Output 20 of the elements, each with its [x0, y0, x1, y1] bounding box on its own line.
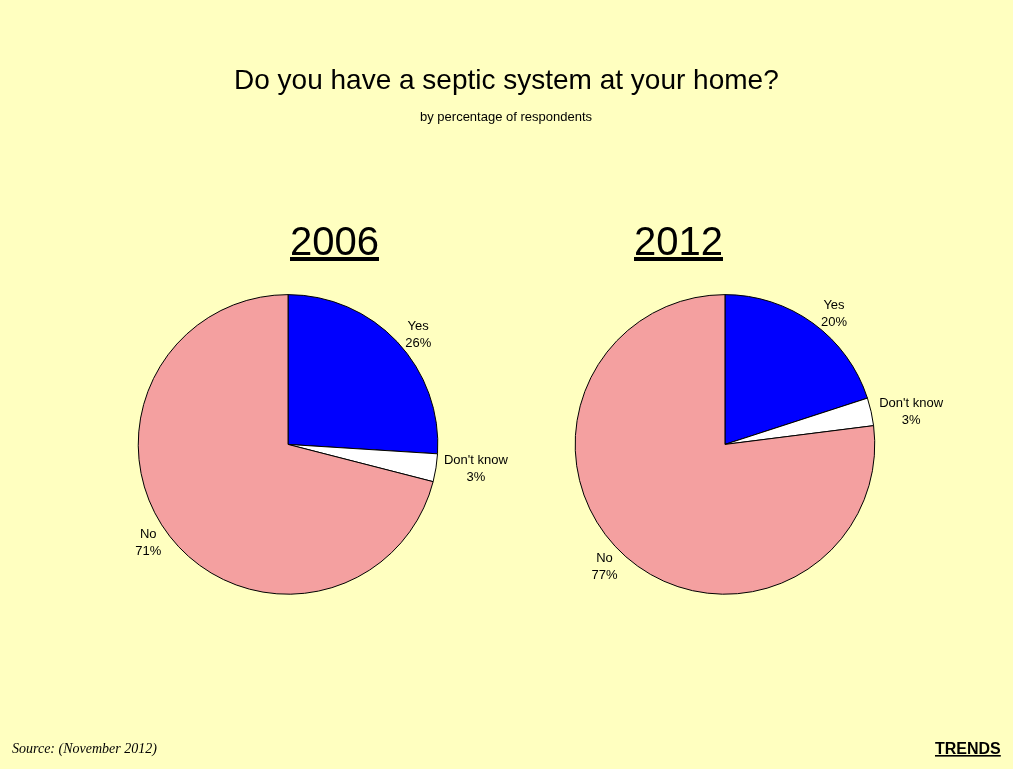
data-label: 26%	[405, 335, 432, 351]
data-label: 77%	[591, 566, 618, 582]
text: Do you have a septic system at your home?	[234, 64, 779, 95]
source-note: Source: (November 2012)	[12, 741, 158, 757]
data-label: 20%	[820, 313, 848, 329]
pie-slice	[574, 294, 876, 595]
chart-title: 2006	[290, 219, 379, 263]
data-label: 71%	[135, 543, 162, 559]
slice-label: Don't know	[879, 395, 944, 411]
slice-label: No	[139, 526, 157, 542]
slice-label: Don't know	[443, 452, 509, 468]
text: TRENDS	[935, 740, 1002, 757]
slice-label: Yes	[407, 318, 430, 334]
data-label: 3%	[901, 411, 921, 427]
pie-slice	[137, 294, 434, 595]
chart-title: 2012	[634, 219, 723, 263]
data-label: 3%	[466, 469, 486, 485]
slice-label: Yes	[823, 296, 846, 312]
text: by percentage of respondents	[420, 109, 593, 124]
slice-label: No	[596, 549, 613, 565]
